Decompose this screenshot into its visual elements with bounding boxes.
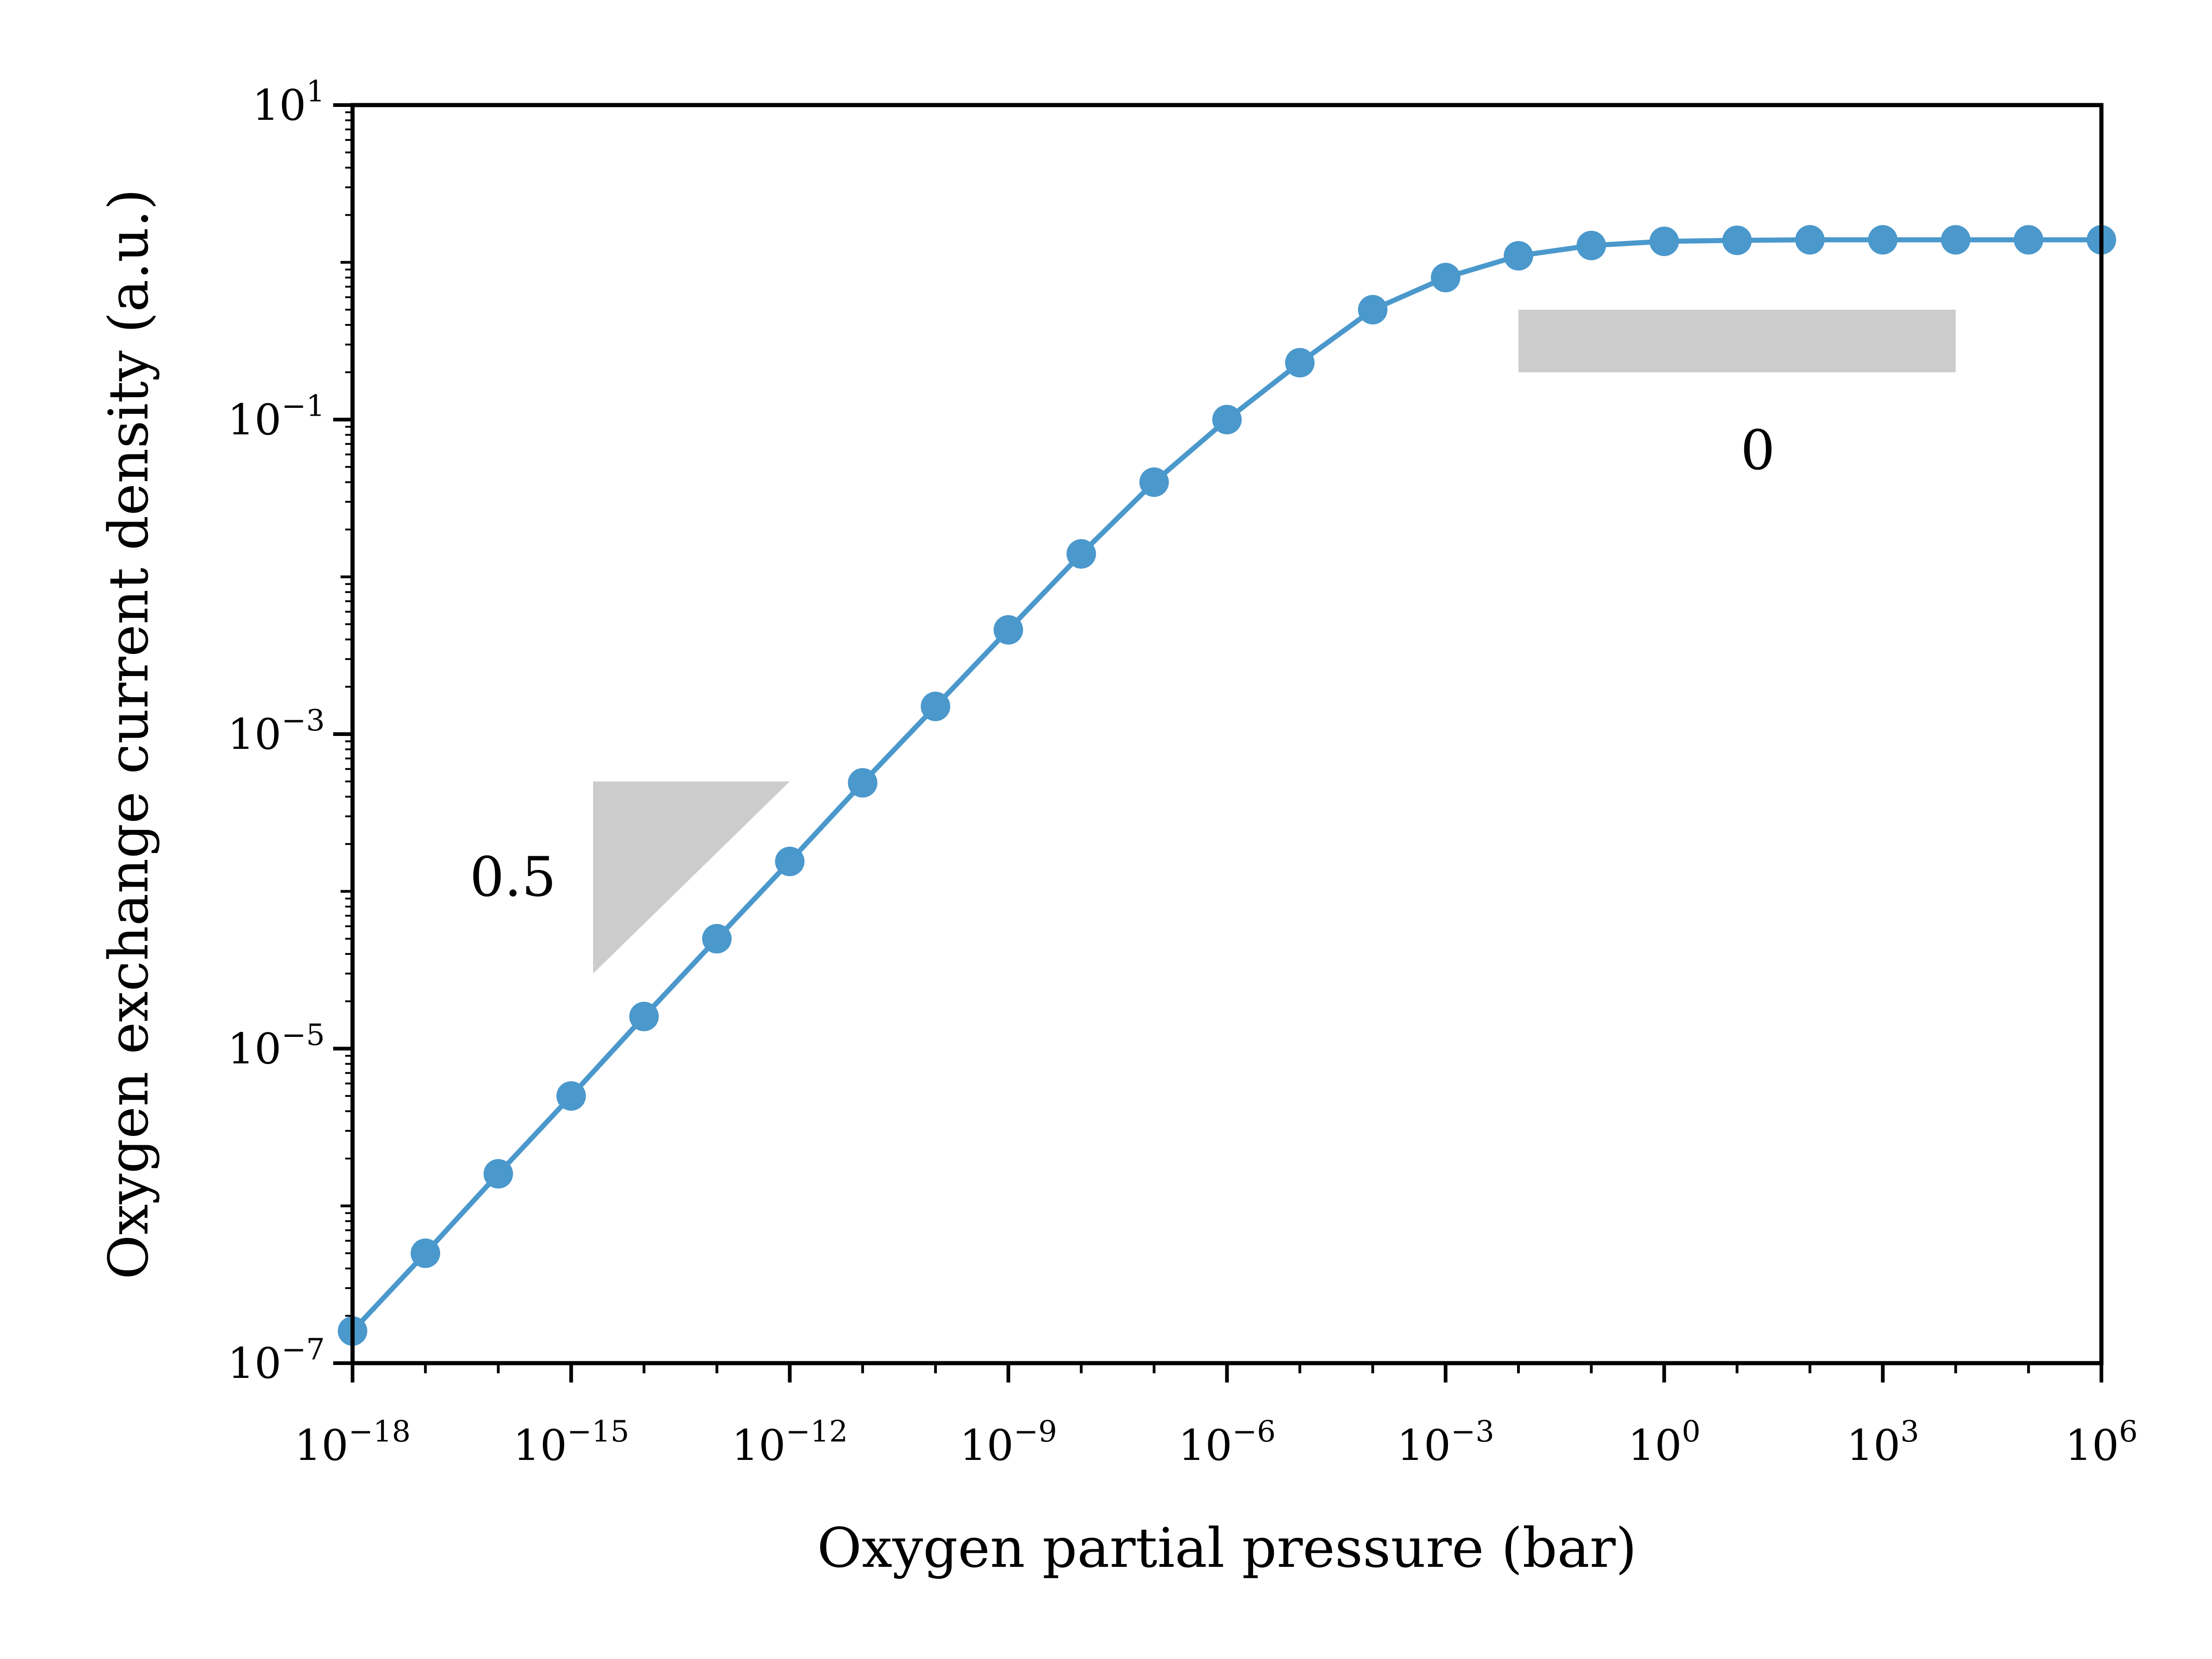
data-point [1649, 226, 1679, 256]
data-point [1868, 225, 1898, 255]
data-point [2013, 225, 2043, 255]
x-tick-label: 10−12 [732, 1415, 848, 1470]
data-point [411, 1238, 441, 1268]
y-axis-title: Oxygen exchange current density (a.u.) [97, 189, 160, 1280]
slope-bar [1518, 309, 1956, 372]
y-tick-label: 10−7 [228, 1333, 325, 1388]
data-point [921, 691, 950, 721]
slope-label: 0.5 [470, 845, 556, 909]
data-point [994, 615, 1024, 645]
data-point [1430, 263, 1460, 293]
data-point [1722, 225, 1752, 255]
x-tick-label: 10−9 [959, 1415, 1057, 1470]
x-tick-label: 10−18 [294, 1415, 411, 1470]
data-point [1139, 467, 1169, 497]
tick-layer: 10−18 10−15 10−12 10−9 10−6 10−3 100 103 106 10−7… [228, 75, 2138, 1470]
axes-layer [350, 103, 2104, 1365]
x-axis-title: Oxygen partial pressure (bar) [817, 1516, 1637, 1580]
x-tick-label: 103 [1847, 1415, 1919, 1470]
y-tick-label: 10−3 [228, 704, 325, 759]
data-point [1795, 225, 1825, 255]
slope-triangle [593, 781, 790, 974]
data-point [1504, 241, 1533, 271]
data-point [702, 924, 732, 953]
x-tick-label: 100 [1628, 1415, 1700, 1470]
y-tick-label: 10−1 [228, 389, 325, 445]
data-point [483, 1159, 513, 1189]
data-point [556, 1081, 586, 1111]
x-tick-label: 106 [2065, 1415, 2138, 1470]
annotation-layer: 0.50 [470, 309, 1956, 974]
x-tick-label: 10−6 [1178, 1415, 1276, 1470]
data-point [1941, 225, 1971, 255]
x-tick-label: 10−3 [1397, 1415, 1494, 1470]
data-point [1285, 348, 1315, 378]
data-point [629, 1001, 659, 1031]
x-tick-label: 10−15 [513, 1415, 629, 1470]
data-point [1577, 230, 1606, 260]
plot-frame [350, 103, 2104, 1365]
data-point [1358, 295, 1388, 324]
slope-label: 0 [1741, 418, 1775, 482]
series-layer [338, 225, 2116, 1346]
data-point [847, 768, 877, 798]
data-point [1212, 405, 1242, 435]
y-tick-label: 10−5 [228, 1018, 325, 1074]
y-tick-label: 101 [252, 75, 325, 130]
data-point [1066, 539, 1096, 569]
data-point [775, 847, 805, 877]
